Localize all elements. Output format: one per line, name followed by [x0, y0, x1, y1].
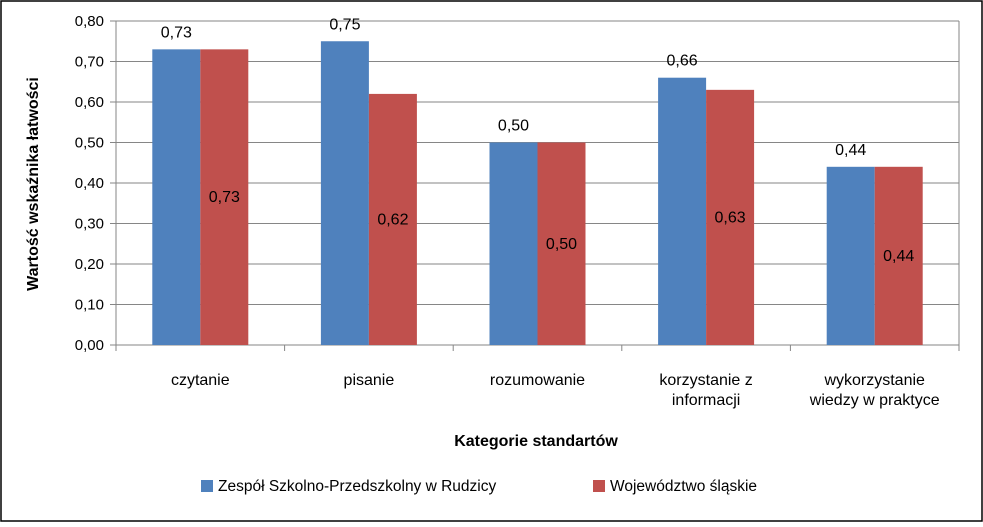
category-label-line: czytanie	[171, 372, 230, 389]
y-tick-label: 0,60	[75, 94, 104, 111]
y-tick-label: 0,70	[75, 54, 104, 71]
category-label-line: wiedzy w praktyce	[809, 392, 940, 409]
y-tick-label: 0,20	[75, 256, 104, 273]
legend-swatch	[593, 480, 605, 492]
data-label: 0,44	[883, 248, 914, 265]
legend: Zespół Szkolno-Przedszkolny w Rudzicy Woj…	[201, 478, 757, 495]
category-label-line: pisanie	[344, 372, 395, 389]
category-labels: czytanie pisanie rozumowanie korzystanie z i…	[171, 372, 940, 409]
data-label: 0,62	[377, 211, 408, 228]
data-label: 0,73	[209, 189, 240, 206]
category-label: korzystanie z informacji	[659, 372, 752, 409]
y-tick-label: 0,00	[75, 337, 104, 354]
category-label: czytanie	[171, 372, 230, 389]
bar-wojewodztwo	[874, 166, 923, 345]
bar-zespol	[320, 41, 369, 345]
category-label-line: wykorzystanie	[823, 372, 925, 389]
category-label: pisanie	[344, 372, 395, 389]
bar-wojewodztwo	[368, 93, 417, 346]
bar-zespol	[826, 166, 875, 345]
category-label-line: rozumowanie	[490, 372, 585, 389]
y-axis-title: Wartość wskaźnika łatwości	[25, 77, 42, 291]
category-label-line: informacji	[672, 392, 740, 409]
legend-swatch	[201, 480, 213, 492]
y-tick-labels: 0,00 0,10 0,20 0,30 0,40 0,50 0,60 0,70 0,80	[75, 13, 104, 354]
category-label: wykorzystanie wiedzy w praktyce	[809, 372, 940, 409]
bar-zespol	[152, 49, 201, 345]
x-axis-title: Kategorie standartów	[454, 433, 618, 450]
bar-wojewodztwo	[200, 49, 249, 345]
data-label: 0,44	[835, 142, 866, 159]
data-label: 0,50	[498, 118, 529, 135]
y-tick-label: 0,40	[75, 175, 104, 192]
data-label: 0,50	[546, 236, 577, 253]
data-label: 0,73	[161, 24, 192, 41]
data-label: 0,66	[667, 53, 698, 70]
legend-label: Województwo śląskie	[610, 478, 757, 495]
y-tick-label: 0,80	[75, 13, 104, 30]
bars	[152, 41, 923, 346]
bar-wojewodztwo	[537, 142, 586, 345]
legend-label: Zespół Szkolno-Przedszkolny w Rudzicy	[218, 478, 496, 495]
y-tick-label: 0,10	[75, 297, 104, 314]
bar-zespol	[658, 77, 707, 345]
data-label: 0,75	[329, 16, 360, 33]
category-label: rozumowanie	[490, 372, 585, 389]
y-tick-label: 0,50	[75, 135, 104, 152]
data-label: 0,63	[715, 209, 746, 226]
category-label-line: korzystanie z	[659, 372, 752, 389]
bar-zespol	[489, 142, 538, 345]
y-tick-label: 0,30	[75, 216, 104, 233]
bar-wojewodztwo	[706, 89, 755, 345]
data-labels: 0,73 0,73 0,75 0,62 0,50 0,50 0,66 0,63 0,44 0,44	[161, 16, 915, 265]
